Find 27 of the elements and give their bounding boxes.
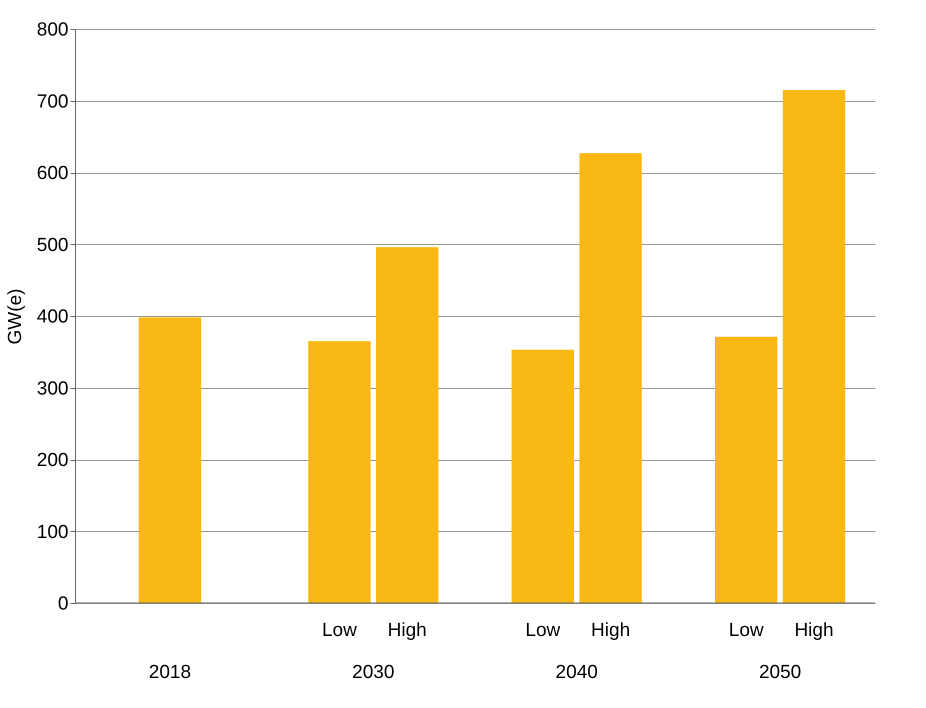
y-axis-title: GW(e) [4,288,26,344]
y-tick-label: 300 [36,378,68,400]
bar [308,341,371,603]
y-tick-label: 0 [58,594,68,614]
bar [376,247,438,603]
bar [138,317,202,603]
bar [715,336,778,603]
y-tick-label: 100 [36,522,68,543]
y-tick-label: 500 [36,234,68,256]
series-label: High [388,620,427,641]
text: High [591,620,630,641]
series-label: Low [322,620,358,641]
y-tick-label: 400 [36,306,68,328]
x-tick-label: 2030 [352,662,394,683]
bar [782,90,846,603]
bar [579,153,642,603]
y-tick-label: 600 [36,163,68,184]
y-tick-label: 800 [36,20,68,40]
x-tick-label: 2018 [148,662,192,683]
y-tick-label: 200 [36,450,68,471]
text: Low [728,620,764,641]
x-tick-label: 2050 [758,662,802,683]
text: High [794,620,834,641]
bar [512,350,574,603]
text: Low [525,620,560,641]
x-tick-label: 2040 [556,662,598,683]
y-tick-label: 700 [36,91,68,112]
